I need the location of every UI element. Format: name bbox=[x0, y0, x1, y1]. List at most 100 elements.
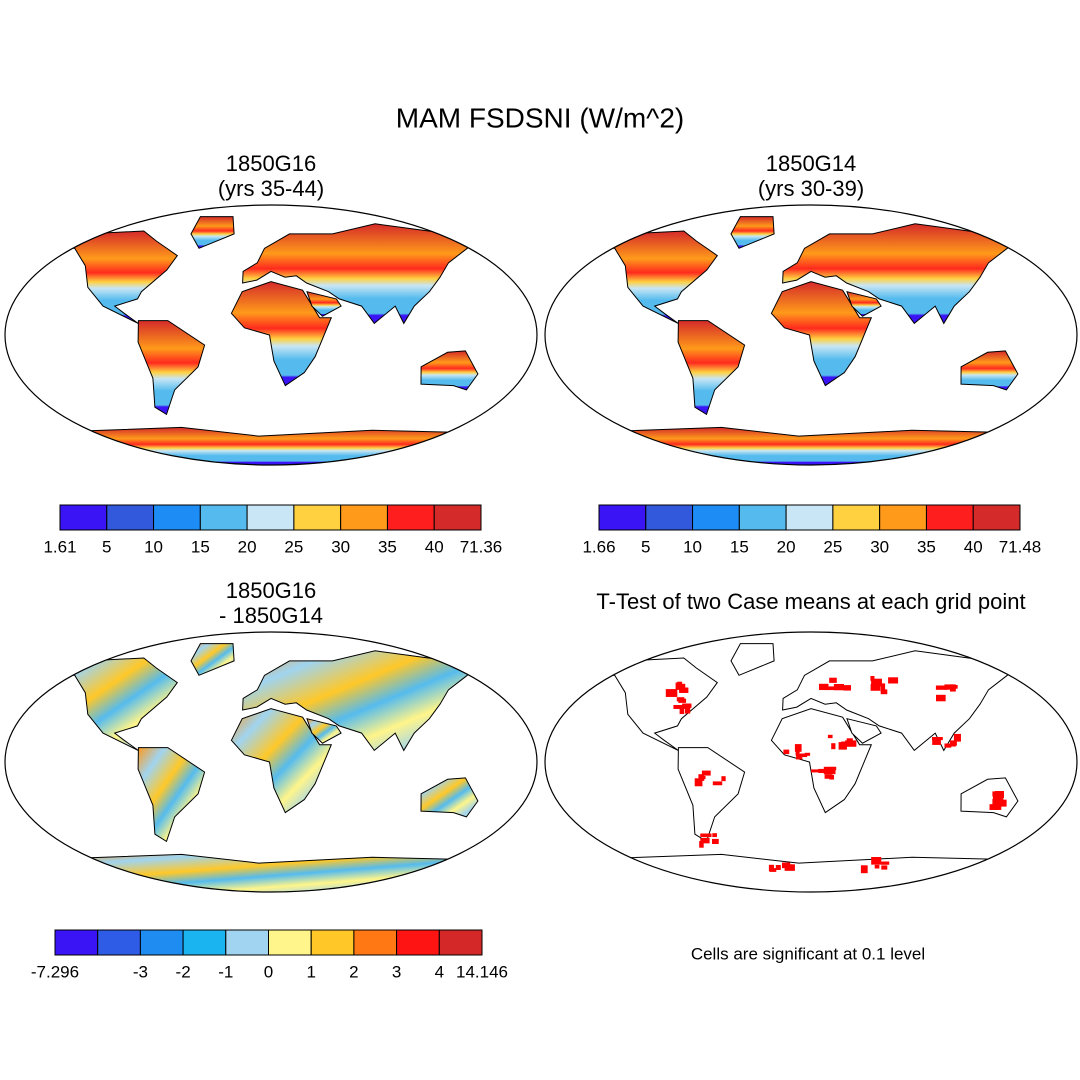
significant-cell bbox=[874, 864, 880, 869]
significant-cell bbox=[712, 838, 719, 844]
map-panel: 1850G14(yrs 30-39) 1.66 5 10 15 20 25 30 35 40 71.… bbox=[544, 151, 1078, 556]
colorbar-label: 40 bbox=[964, 537, 983, 556]
significant-cell bbox=[682, 703, 692, 708]
colorbar-label: -1 bbox=[218, 962, 233, 981]
land bbox=[580, 657, 719, 751]
significant-cell bbox=[700, 833, 712, 838]
colorbar-box bbox=[386, 504, 435, 531]
significant-cell bbox=[678, 698, 687, 703]
panel-title: 1850G16 bbox=[226, 578, 317, 603]
panel-title: (yrs 35-44) bbox=[218, 176, 324, 201]
land bbox=[230, 281, 333, 387]
land bbox=[846, 717, 882, 744]
significant-cell bbox=[880, 689, 888, 695]
land bbox=[137, 320, 206, 416]
significant-cell bbox=[804, 752, 811, 756]
colorbar-box bbox=[972, 504, 1021, 531]
significant-cell bbox=[860, 865, 868, 874]
colorbar-box bbox=[925, 504, 974, 531]
significant-cell bbox=[811, 769, 819, 773]
significant-cell bbox=[881, 865, 888, 870]
colorbar-label: 35 bbox=[378, 537, 397, 556]
colorbar-label: 1.66 bbox=[582, 537, 615, 556]
panel-title: T-Test of two Case means at each grid po… bbox=[596, 589, 1025, 614]
land bbox=[420, 350, 479, 391]
land bbox=[960, 350, 1019, 391]
colorbar-label: -2 bbox=[176, 962, 191, 981]
land bbox=[190, 643, 235, 676]
map-border bbox=[4, 631, 538, 893]
colorbar-box bbox=[139, 929, 184, 956]
colorbar-label: 4 bbox=[435, 962, 444, 981]
map-layer bbox=[5, 205, 537, 465]
colorbar-box bbox=[246, 504, 295, 531]
note: Cells are significant at 0.1 level bbox=[691, 944, 925, 963]
significant-cell bbox=[994, 791, 1004, 799]
colorbar-label: 71.48 bbox=[999, 537, 1042, 556]
colorbar-box bbox=[692, 504, 740, 531]
significant-cell bbox=[721, 776, 726, 782]
significant-cell bbox=[829, 677, 837, 683]
colorbar-box bbox=[268, 929, 312, 956]
significant-cell bbox=[841, 741, 847, 749]
significant-cell bbox=[946, 685, 958, 689]
significant-cell bbox=[827, 734, 833, 739]
colorbar-label: 71.36 bbox=[460, 537, 503, 556]
significant-cell bbox=[712, 833, 717, 838]
colorbar-label: 5 bbox=[641, 537, 650, 556]
colorbar-box bbox=[54, 929, 99, 956]
significant-cell bbox=[935, 685, 948, 690]
significant-cell bbox=[783, 749, 790, 755]
significant-cell bbox=[880, 683, 886, 692]
significant-cell bbox=[870, 684, 881, 691]
colorbar-label: 5 bbox=[102, 537, 111, 556]
significant-cell bbox=[795, 748, 800, 756]
significant-cell bbox=[679, 706, 685, 715]
significant-cell bbox=[824, 774, 833, 779]
colorbar-box bbox=[832, 504, 881, 531]
land bbox=[730, 216, 775, 249]
colorbar-label: 40 bbox=[425, 537, 444, 556]
significant-cell bbox=[698, 774, 705, 781]
map-panel: 1850G16(yrs 35-44) 1.61 5 10 15 20 25 30 35 40 71.… bbox=[4, 151, 538, 556]
colorbar-box bbox=[396, 929, 440, 956]
significant-cell bbox=[872, 857, 881, 862]
colorbar-label: -3 bbox=[133, 962, 148, 981]
significant-cell bbox=[782, 862, 791, 869]
colorbar-box bbox=[438, 929, 483, 956]
colorbar-label: 20 bbox=[777, 537, 796, 556]
colorbar-box bbox=[433, 504, 482, 531]
land bbox=[730, 643, 775, 676]
significant-cell bbox=[665, 689, 678, 697]
land bbox=[960, 777, 1019, 818]
significant-cell bbox=[953, 733, 961, 742]
significant-cell bbox=[685, 706, 691, 714]
significant-cell bbox=[829, 775, 835, 780]
significant-cell bbox=[700, 838, 708, 842]
colorbar-label: 14.146 bbox=[456, 962, 508, 981]
land bbox=[230, 708, 333, 814]
colorbar-label: -7.296 bbox=[31, 962, 79, 981]
significant-cell bbox=[796, 754, 803, 760]
panel-title: 1850G16 bbox=[226, 151, 317, 176]
land bbox=[420, 777, 479, 818]
land bbox=[677, 747, 746, 843]
significant-cell bbox=[699, 841, 704, 848]
land bbox=[242, 650, 482, 752]
colorbar-label: 25 bbox=[284, 537, 303, 556]
significant-cell bbox=[888, 677, 899, 684]
significant-cell bbox=[824, 686, 835, 691]
land bbox=[782, 650, 1022, 752]
colorbar-label: 30 bbox=[331, 537, 350, 556]
panel-title: (yrs 30-39) bbox=[758, 176, 864, 201]
map-panel: T-Test of two Case means at each grid po… bbox=[544, 589, 1078, 893]
land bbox=[40, 230, 179, 324]
panel-title: - 1850G14 bbox=[219, 603, 323, 628]
map-border bbox=[544, 204, 1078, 466]
significant-cell bbox=[712, 781, 723, 786]
colorbar-label: 30 bbox=[870, 537, 889, 556]
significant-cell bbox=[845, 740, 857, 747]
land bbox=[40, 657, 179, 751]
significant-cell bbox=[952, 741, 957, 746]
